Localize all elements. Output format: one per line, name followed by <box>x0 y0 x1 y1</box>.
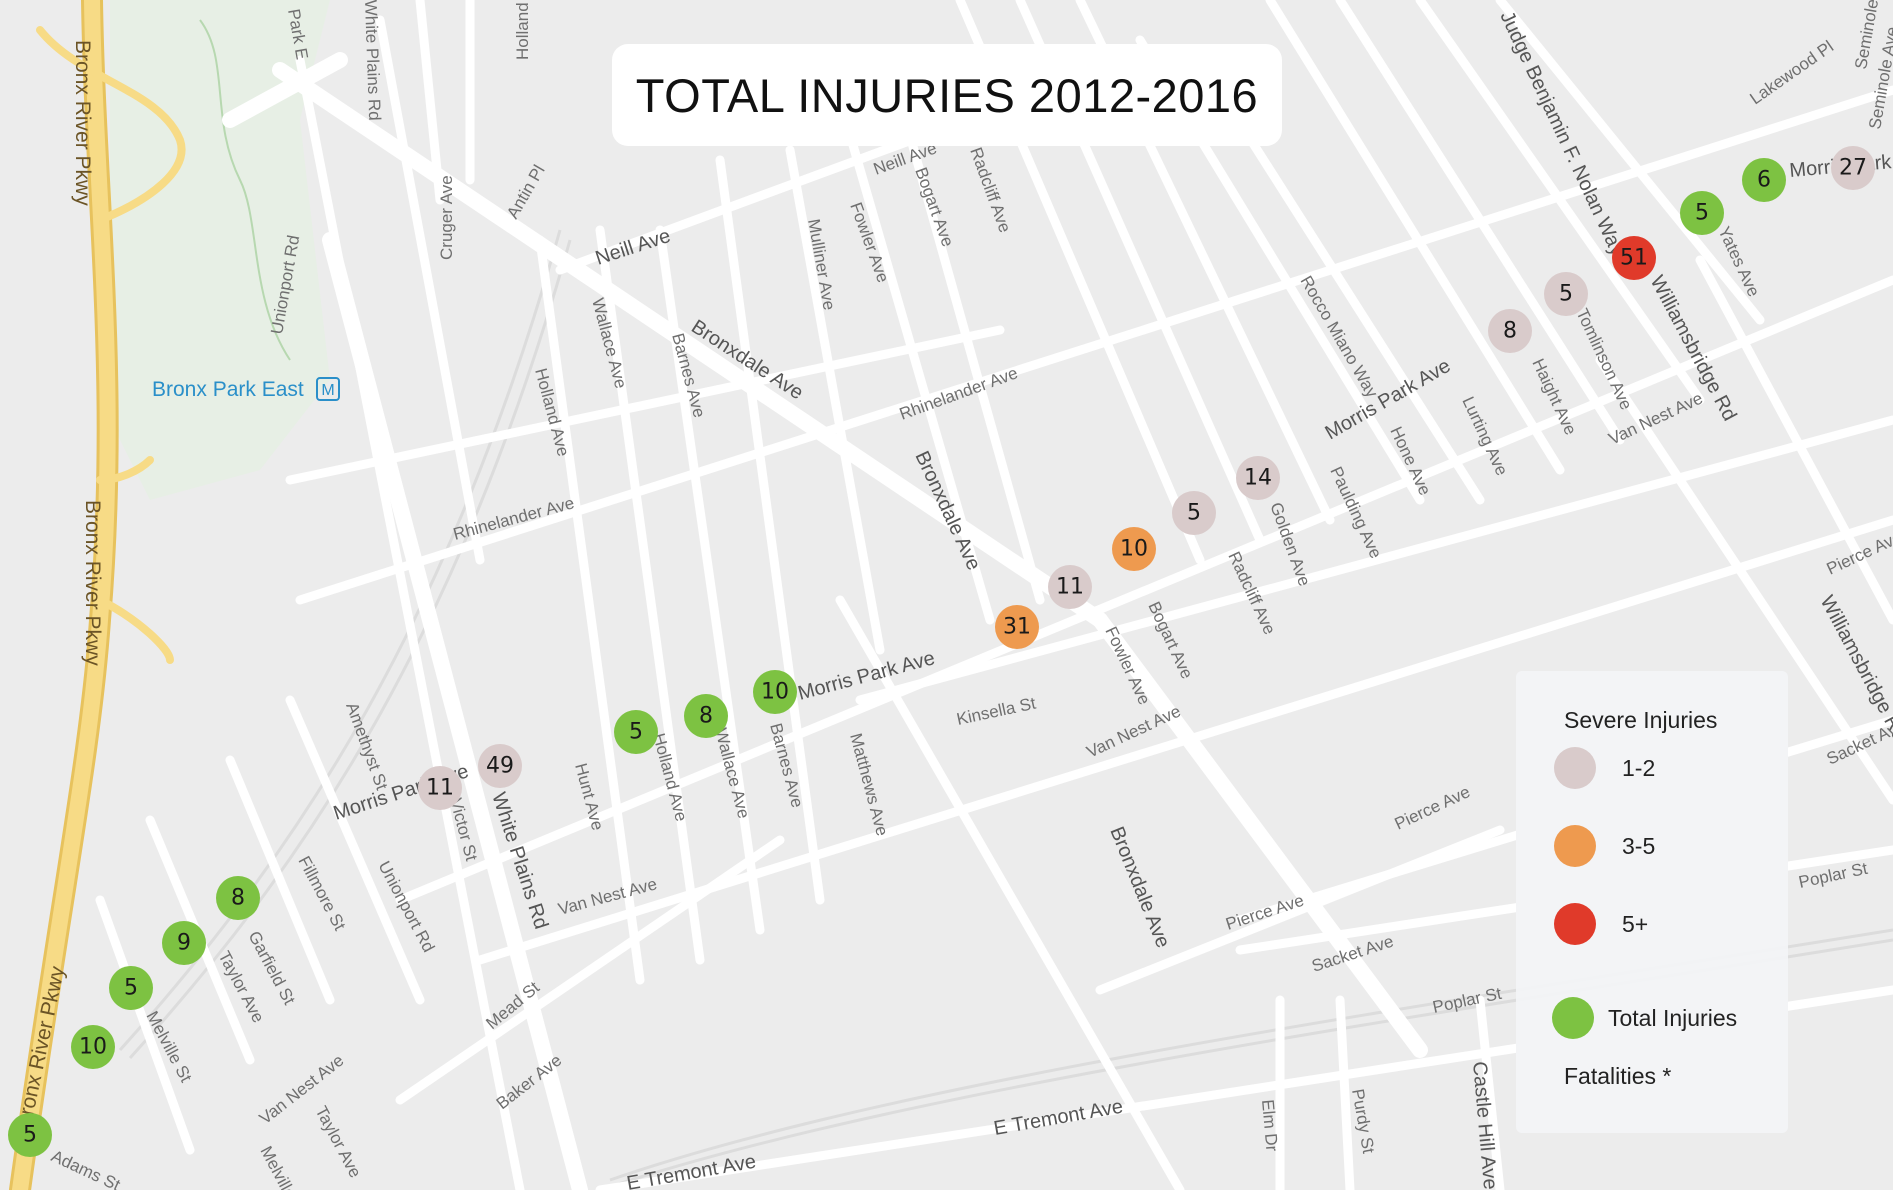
injury-marker[interactable]: 27 <box>1831 146 1875 190</box>
legend-label: 1-2 <box>1622 754 1656 781</box>
injury-marker[interactable]: 6 <box>1742 158 1786 202</box>
legend-item-total-injuries: Total Injuries <box>1552 997 1737 1039</box>
marker-value: 5 <box>23 1123 37 1148</box>
injury-marker[interactable]: 10 <box>71 1025 115 1069</box>
legend-item-5-plus: 5+ <box>1554 903 1648 945</box>
marker-value: 6 <box>1757 168 1771 193</box>
injury-marker[interactable]: 5 <box>1680 191 1724 235</box>
marker-circle <box>8 1113 52 1157</box>
injury-marker[interactable]: 51 <box>1612 236 1656 280</box>
title-box: TOTAL INJURIES 2012-2016 <box>612 44 1282 146</box>
legend-item-3-5: 3-5 <box>1554 825 1655 867</box>
marker-value: 8 <box>1503 319 1517 344</box>
injury-marker[interactable]: 11 <box>418 766 462 810</box>
marker-circle <box>1742 158 1786 202</box>
marker-value: 8 <box>231 886 245 911</box>
legend-swatch <box>1554 747 1596 789</box>
injury-marker[interactable]: 5 <box>109 966 153 1010</box>
legend-swatch <box>1554 903 1596 945</box>
legend: Severe Injuries 1-2 3-5 5+ Total Injurie… <box>1516 671 1788 1133</box>
marker-value: 11 <box>1056 575 1084 600</box>
marker-value: 5 <box>1559 282 1573 307</box>
injury-marker[interactable]: 14 <box>1236 456 1280 500</box>
injury-marker[interactable]: 49 <box>478 744 522 788</box>
marker-circle <box>614 710 658 754</box>
injury-marker[interactable]: 8 <box>216 876 260 920</box>
marker-circle <box>1612 236 1656 280</box>
label-white-plains-rd-top: White Plains Rd <box>361 0 384 121</box>
injury-marker[interactable]: 5 <box>614 710 658 754</box>
marker-circle <box>418 766 462 810</box>
marker-circle <box>478 744 522 788</box>
legend-fatalities: Fatalities * <box>1564 1063 1672 1089</box>
marker-circle <box>1488 309 1532 353</box>
label-bronx-river-pkwy-2: Bronx River Pkwy <box>81 500 104 666</box>
injury-marker[interactable]: 5 <box>8 1113 52 1157</box>
label-elm-dr: Elm Dr <box>1258 1099 1281 1153</box>
marker-value: 10 <box>761 680 789 705</box>
park-area <box>110 0 330 500</box>
marker-value: 11 <box>426 776 454 801</box>
injury-marker[interactable]: 31 <box>995 605 1039 649</box>
label-bronx-river-pkwy-1: Bronx River Pkwy <box>71 40 94 206</box>
legend-label: 5+ <box>1622 910 1649 937</box>
marker-circle <box>162 921 206 965</box>
marker-value: 9 <box>177 931 191 956</box>
marker-circle <box>1236 456 1280 500</box>
marker-circle <box>1544 272 1588 316</box>
marker-circle <box>1831 146 1875 190</box>
marker-value: 5 <box>1187 501 1201 526</box>
marker-value: 14 <box>1244 466 1272 491</box>
marker-circle <box>1112 527 1156 571</box>
legend-swatch <box>1552 997 1594 1039</box>
page-title: TOTAL INJURIES 2012-2016 <box>635 68 1259 122</box>
marker-circle <box>1172 491 1216 535</box>
label-bronx-park-east: Bronx Park East <box>152 378 304 401</box>
marker-value: 5 <box>124 976 138 1001</box>
injury-marker[interactable]: 11 <box>1048 565 1092 609</box>
legend-swatch <box>1554 825 1596 867</box>
legend-heading: Severe Injuries <box>1564 707 1718 733</box>
injury-marker[interactable]: 8 <box>684 694 728 738</box>
park-path <box>199 19 291 361</box>
label-cruger-ave: Cruger Ave <box>437 175 456 260</box>
marker-value: 10 <box>79 1035 107 1060</box>
marker-circle <box>1680 191 1724 235</box>
marker-circle <box>684 694 728 738</box>
injury-marker[interactable]: 9 <box>162 921 206 965</box>
major-roads <box>222 52 1428 1190</box>
marker-value: 10 <box>1120 537 1148 562</box>
metro-icon: M <box>316 377 340 401</box>
marker-value: 5 <box>1695 201 1709 226</box>
marker-circle <box>995 605 1039 649</box>
marker-value: 49 <box>486 754 514 779</box>
marker-value: 51 <box>1620 246 1648 271</box>
injury-markers: 5 10 5 9 8 11 49 5 8 10 31 11 10 5 14 8 5 51 5 6 27 <box>8 146 1875 1157</box>
marker-circle <box>753 670 797 714</box>
marker-value: 31 <box>1003 615 1031 640</box>
marker-value: 8 <box>699 704 713 729</box>
marker-value: 5 <box>629 720 643 745</box>
injury-marker[interactable]: 5 <box>1172 491 1216 535</box>
marker-circle <box>109 966 153 1010</box>
legend-label: 3-5 <box>1622 832 1656 859</box>
bronx-river-parkway <box>9 0 186 1190</box>
marker-value: 27 <box>1839 156 1867 181</box>
marker-circle <box>71 1025 115 1069</box>
injury-marker[interactable]: 5 <box>1544 272 1588 316</box>
injury-marker[interactable]: 10 <box>753 670 797 714</box>
legend-label: Total Injuries <box>1608 1004 1738 1031</box>
legend-item-1-2: 1-2 <box>1554 747 1655 789</box>
svg-text:M: M <box>321 382 334 399</box>
injury-marker[interactable]: 8 <box>1488 309 1532 353</box>
injury-marker[interactable]: 10 <box>1112 527 1156 571</box>
marker-circle <box>216 876 260 920</box>
marker-circle <box>1048 565 1092 609</box>
label-holland-ave-top: Holland Ave <box>513 0 532 60</box>
